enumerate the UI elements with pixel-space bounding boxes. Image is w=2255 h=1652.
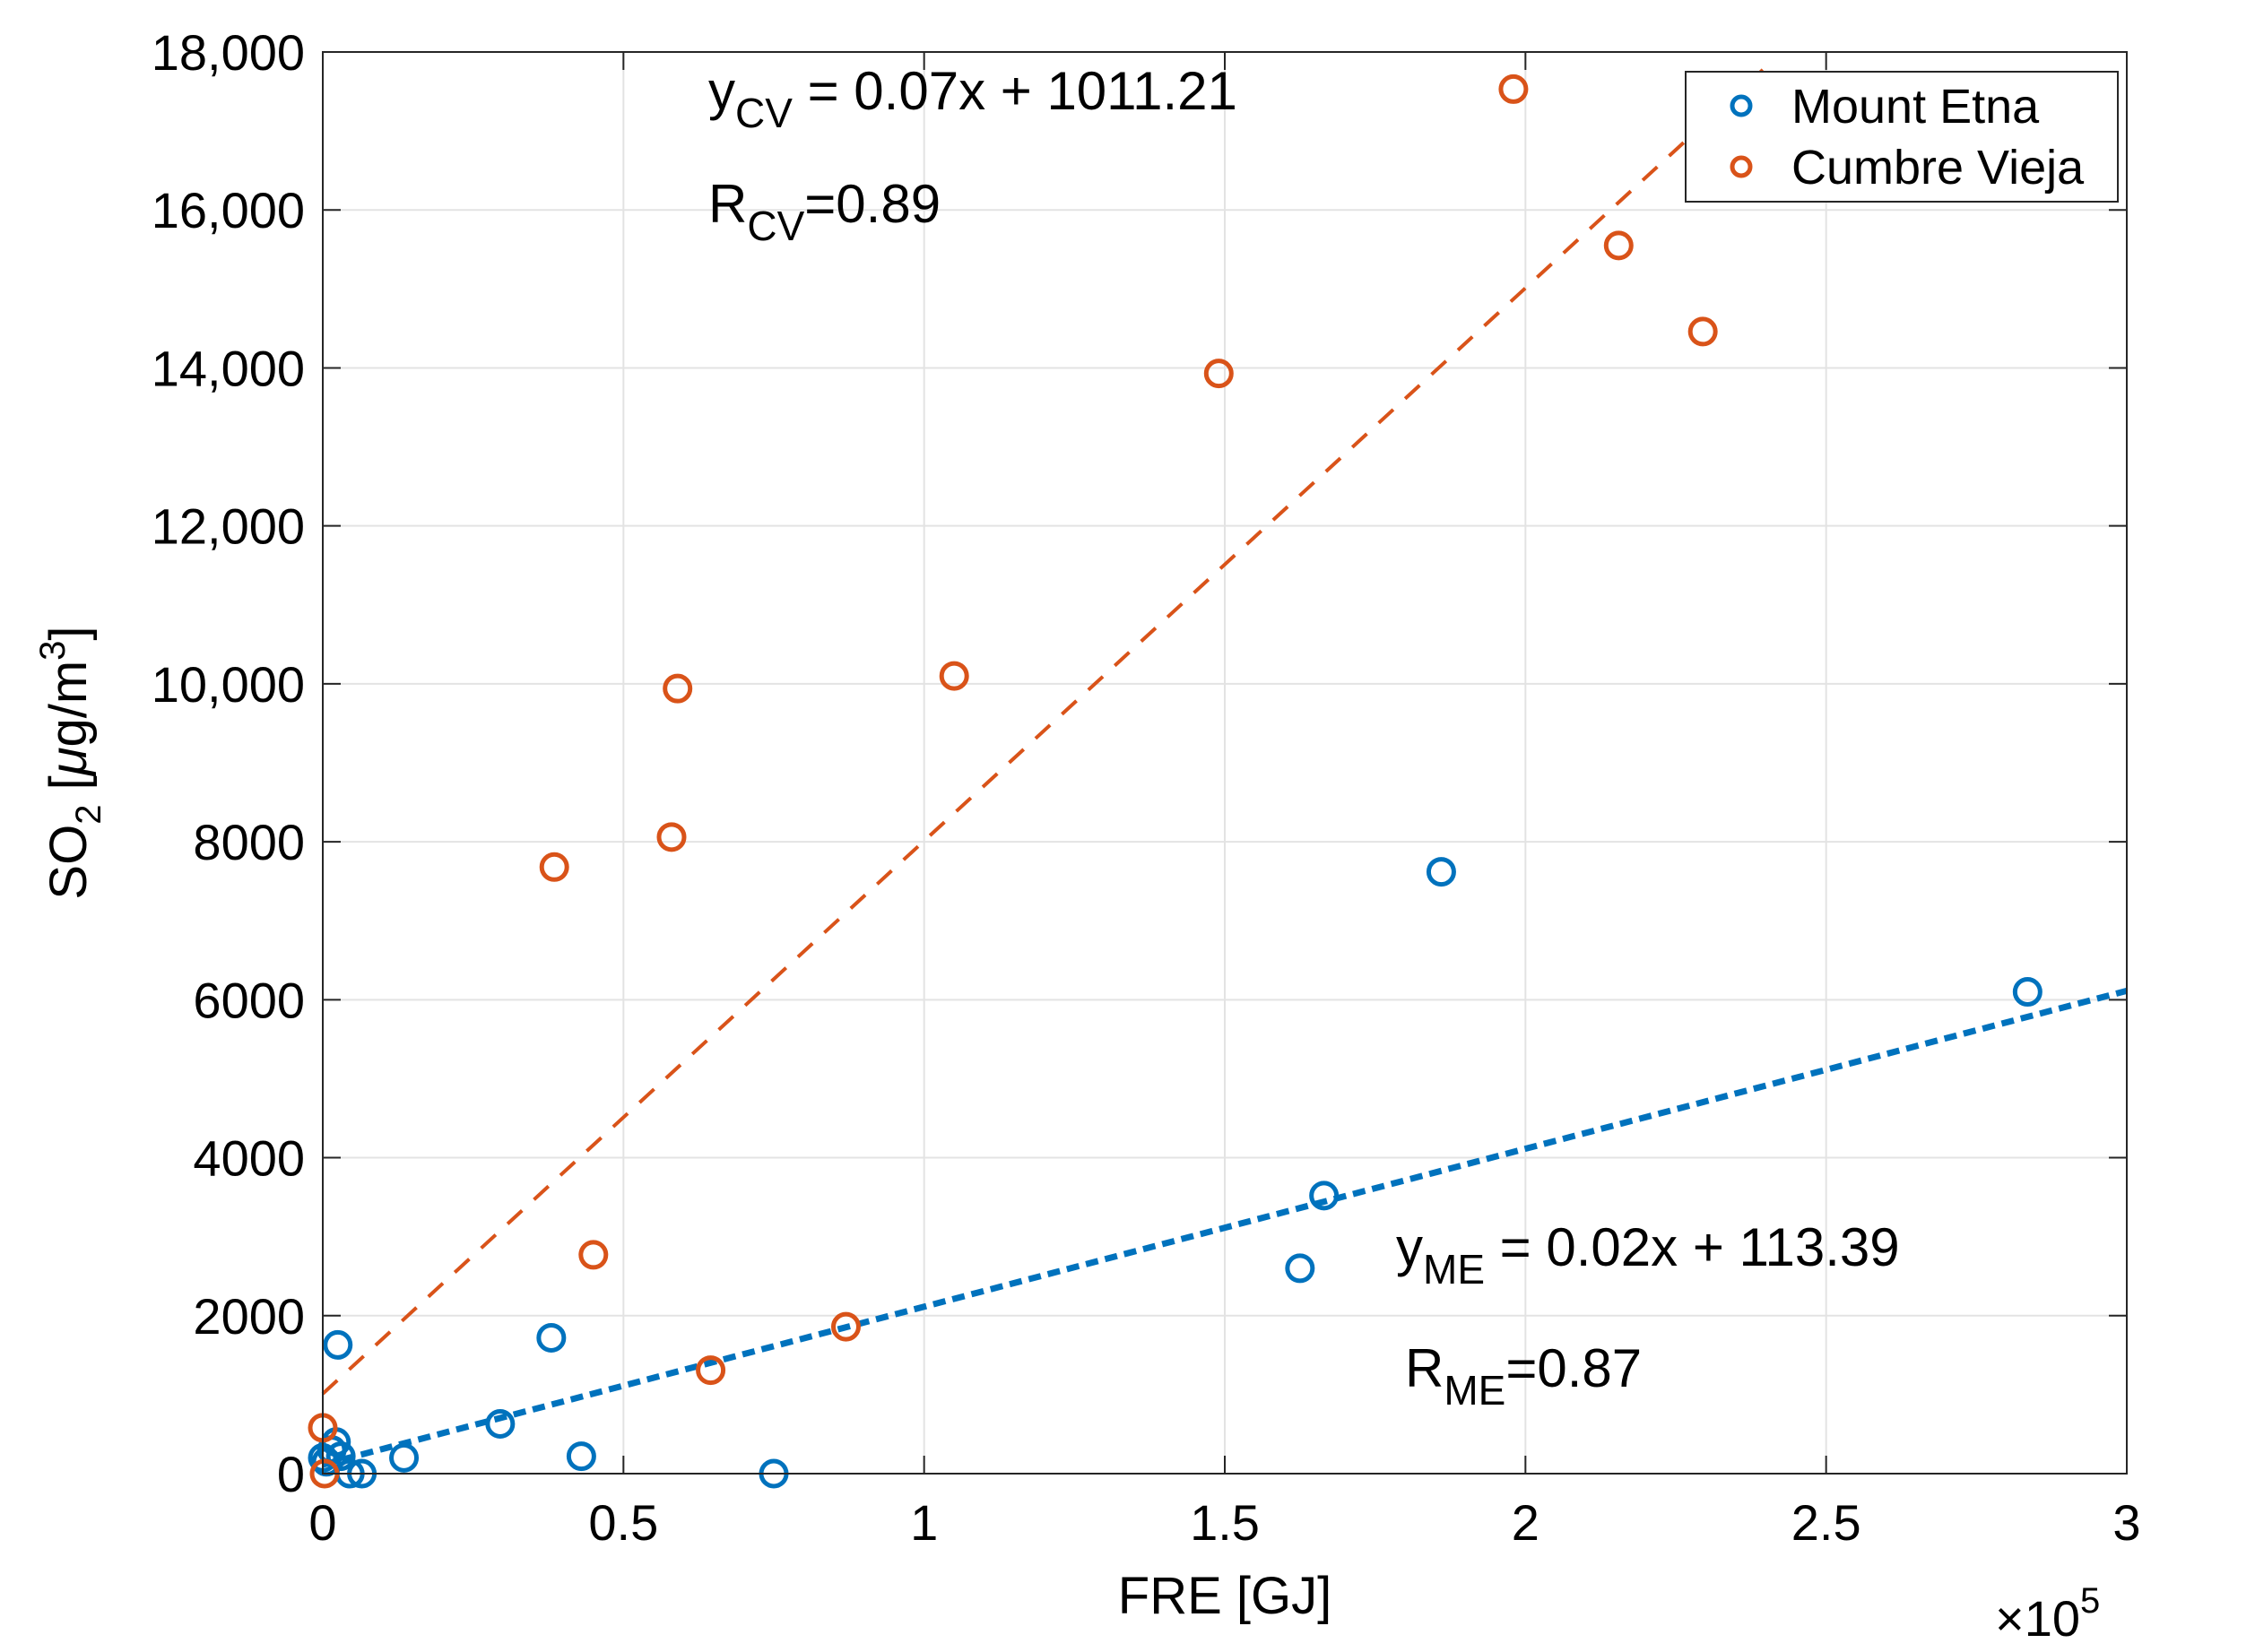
x-axis-multiplier: ×105 [1995, 1581, 2100, 1647]
point-cumbre-vieja [539, 852, 569, 882]
y-axis-label: SO2 [μg/m3] [33, 626, 108, 899]
point-cumbre-vieja [696, 1355, 726, 1386]
point-mount-etna [389, 1442, 420, 1473]
y-tick-label: 12,000 [152, 498, 305, 555]
point-cumbre-vieja [663, 673, 693, 704]
fit-line-mount-etna [322, 987, 2128, 1468]
y-tick-label: 14,000 [152, 340, 305, 396]
point-cumbre-vieja [939, 661, 969, 691]
annotation-me-equation: yME = 0.02x + 113.39 [1396, 1217, 1900, 1293]
x-tick-label: 3 [2112, 1494, 2140, 1551]
point-cumbre-vieja [1498, 74, 1529, 104]
point-mount-etna [323, 1329, 353, 1360]
point-cumbre-vieja [578, 1240, 609, 1270]
y-tick-label: 6000 [193, 972, 305, 1028]
point-mount-etna [536, 1322, 567, 1353]
y-tick-label: 18,000 [152, 24, 305, 81]
point-mount-etna [566, 1441, 596, 1472]
point-cumbre-vieja [1203, 359, 1234, 389]
x-tick-label: 1.5 [1190, 1494, 1260, 1551]
axis-ticks: 0 0.5 1 1.5 2 2.5 3 0 2000 4000 6000 8000 10,000 12,0… [152, 24, 2141, 1551]
legend-label-mount-etna: Mount Etna [1791, 80, 2040, 134]
legend-label-cumbre-vieja: Cumbre Vieja [1791, 141, 2085, 195]
point-cumbre-vieja [830, 1311, 861, 1342]
fit-line-cumbre-vieja [321, 65, 1767, 1396]
x-tick-label: 0.5 [588, 1494, 658, 1551]
annotation-cv-r: RCV=0.89 [708, 174, 941, 249]
legend: Mount Etna Cumbre Vieja [1685, 71, 2119, 203]
y-tick-label: 4000 [193, 1130, 305, 1187]
point-cumbre-vieja [656, 822, 687, 852]
annotation-me-r: RME=0.87 [1405, 1338, 1642, 1414]
x-tick-label: 0 [308, 1494, 336, 1551]
y-tick-label: 0 [277, 1446, 305, 1502]
x-tick-label: 2.5 [1791, 1494, 1861, 1551]
regression-lines [321, 65, 2128, 1468]
y-tick-label: 2000 [193, 1288, 305, 1345]
legend-marker-cumbre-vieja [1730, 155, 1753, 178]
y-tick-label: 16,000 [152, 182, 305, 238]
point-cumbre-vieja [1687, 316, 1718, 347]
y-tick-label: 8000 [193, 814, 305, 870]
point-mount-etna [325, 1441, 356, 1472]
point-mount-etna [2012, 977, 2043, 1008]
x-axis-label: FRE [GJ] [1118, 1567, 1331, 1625]
point-mount-etna [1426, 857, 1456, 887]
legend-box [1685, 71, 2119, 203]
point-mount-etna [1309, 1181, 1340, 1211]
point-cumbre-vieja [1603, 230, 1634, 261]
point-mount-etna [1285, 1253, 1315, 1284]
annotation-cv-equation: yCV = 0.07x + 1011.21 [708, 61, 1237, 136]
legend-marker-mount-etna [1730, 94, 1753, 117]
point-mount-etna [485, 1408, 516, 1439]
y-tick-label: 10,000 [152, 656, 305, 713]
x-tick-label: 2 [1512, 1494, 1539, 1551]
x-tick-label: 1 [910, 1494, 938, 1551]
